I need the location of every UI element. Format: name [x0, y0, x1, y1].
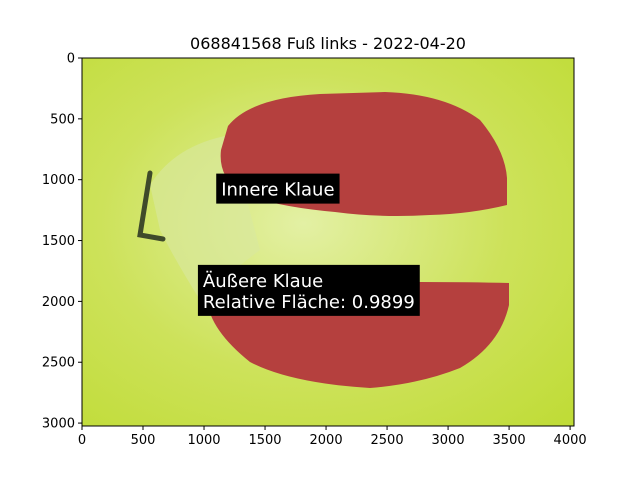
y-tick-label: 1000	[42, 173, 75, 188]
y-tick-label: 2000	[42, 295, 75, 310]
chart-title: 068841568 Fuß links - 2022-04-20	[190, 34, 466, 53]
annotation-text: Innere Klaue	[221, 180, 334, 201]
x-tick-label: 500	[131, 433, 156, 448]
annotation-box	[197, 264, 420, 316]
y-tick-label: 0	[67, 52, 75, 67]
x-tick-label: 1000	[187, 433, 220, 448]
x-tick-label: 0	[78, 433, 86, 448]
x-tick-label: 4000	[554, 433, 587, 448]
annotation-0: Innere Klaue	[216, 173, 340, 204]
x-tick-label: 1500	[248, 433, 281, 448]
y-axis: 0 500 1000 1500 2000 2500 3000	[42, 52, 82, 432]
pen-mark-L	[137, 170, 166, 242]
x-tick-label: 3500	[493, 433, 526, 448]
y-tick-label: 500	[50, 112, 75, 127]
y-tick-label: 2500	[42, 356, 75, 371]
axes-frame	[81, 57, 575, 427]
annotation-text: Relative Fläche: 0.9899	[203, 292, 415, 313]
plot-area	[82, 58, 574, 426]
annotation-box	[216, 173, 340, 204]
x-tick-label: 2500	[371, 433, 404, 448]
y-tick-label: 3000	[42, 417, 75, 432]
x-tick-label: 2000	[310, 433, 343, 448]
y-tick-label: 1500	[42, 234, 75, 249]
x-tick-label: 3000	[432, 433, 465, 448]
x-axis: 0 500 1000 1500 2000 2500 3000 3500 4000	[78, 426, 587, 448]
annotation-text: Äußere Klaue	[203, 271, 323, 292]
